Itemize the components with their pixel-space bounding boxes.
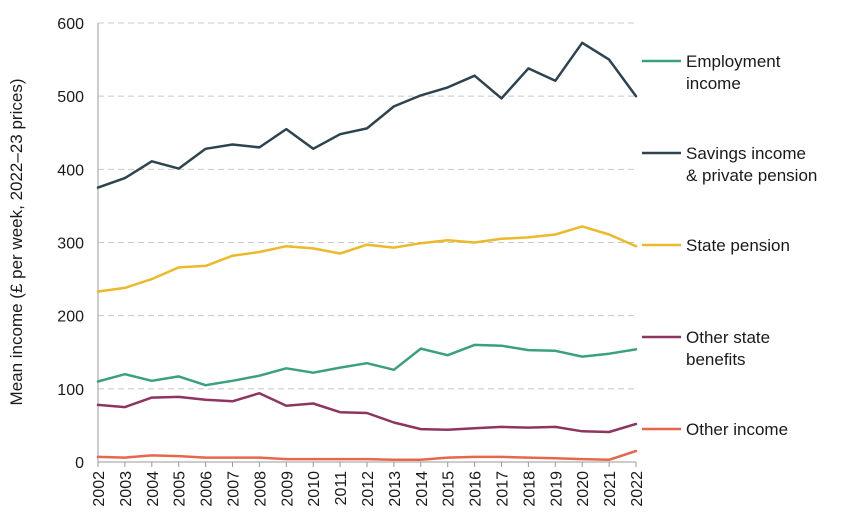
legend-label: income	[686, 74, 741, 93]
x-tick-label: 2006	[199, 471, 216, 507]
x-tick-label: 2019	[548, 471, 565, 507]
legend-label: Employment	[686, 52, 781, 71]
x-tick-label: 2020	[575, 471, 592, 507]
x-tick-label: 2013	[387, 471, 404, 507]
x-tick-label: 2016	[468, 471, 485, 507]
legend-label: & private pension	[686, 166, 817, 185]
y-axis-label: Mean income (£ per week, 2022–23 prices)	[7, 79, 26, 406]
series-line-3	[96, 391, 638, 434]
x-tick-label: 2005	[172, 471, 189, 507]
y-tick-label: 200	[57, 309, 84, 326]
x-tick-label: 2007	[226, 471, 243, 507]
x-tick-label: 2015	[441, 471, 458, 507]
y-tick-labels: 0 100 200 300 400 500 600	[57, 16, 84, 472]
x-tick-label: 2008	[252, 471, 269, 507]
x-tick-label: 2002	[91, 471, 108, 507]
x-tick-label: 2004	[145, 471, 162, 507]
legend-label: benefits	[686, 350, 746, 369]
legend-label: Savings income	[686, 144, 806, 163]
x-tick-label: 2021	[602, 471, 619, 507]
x-tick-label: 2018	[521, 471, 538, 507]
x-tick-label: 2010	[306, 471, 323, 507]
y-tick-label: 300	[57, 236, 84, 253]
x-tick-label: 2011	[333, 471, 350, 506]
series-line-0	[96, 41, 638, 189]
x-tick-label: 2003	[118, 471, 135, 507]
x-tick-labels: 2002 2003 2004 2005 2006 2007 2008 2009 2010 2011…	[91, 462, 646, 507]
y-tick-label: 100	[57, 382, 84, 399]
x-tick-label: 2009	[279, 471, 296, 507]
y-tick-label: 400	[57, 162, 84, 179]
gridlines	[98, 22, 636, 390]
legend-label: Other income	[686, 420, 788, 439]
legend: Savings income & private pension State pen…	[642, 52, 817, 439]
x-tick-label: 2014	[414, 471, 431, 507]
series-line-1	[96, 225, 638, 293]
series-lines	[96, 41, 638, 462]
x-tick-label: 2017	[495, 471, 512, 507]
series-line-4	[96, 449, 638, 462]
y-tick-label: 0	[75, 455, 84, 472]
legend-label: State pension	[686, 236, 790, 255]
x-tick-label: 2022	[629, 471, 646, 507]
series-line-2	[96, 343, 638, 387]
x-tick-label: 2012	[360, 471, 377, 507]
legend-label: Other state	[686, 328, 770, 347]
y-tick-label: 500	[57, 89, 84, 106]
y-tick-label: 600	[57, 16, 84, 33]
